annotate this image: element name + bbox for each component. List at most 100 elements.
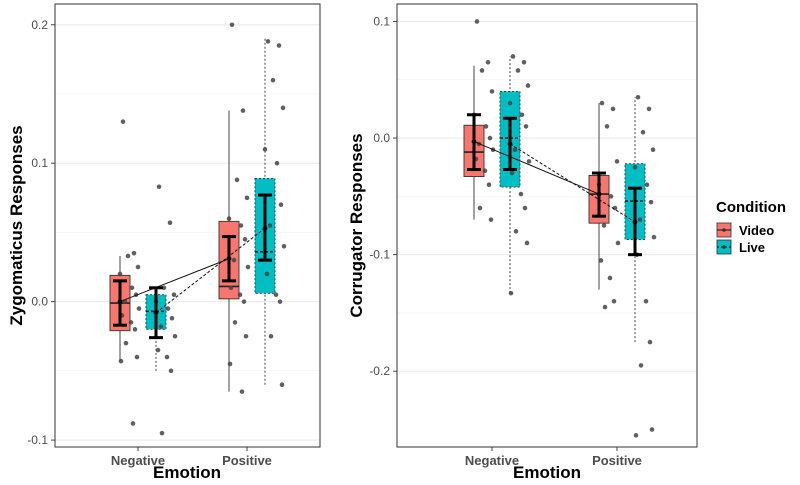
data-point [644, 182, 650, 187]
data-point [510, 54, 516, 59]
data-point [278, 202, 284, 208]
legend-label-live: Live [739, 240, 765, 255]
mean-line-video [119, 258, 230, 303]
data-point [607, 275, 613, 281]
y-tick-label: 0.1 [31, 156, 48, 170]
mean-point [632, 219, 638, 225]
data-point [479, 68, 485, 73]
mean-line-live [509, 143, 636, 223]
data-point [488, 217, 494, 222]
data-point [637, 217, 643, 222]
y-tick-label: 0.1 [373, 14, 390, 28]
data-point [168, 368, 174, 374]
mean-point [471, 139, 477, 144]
panel-border [396, 3, 698, 448]
data-point [241, 299, 247, 304]
data-point [128, 320, 134, 325]
data-point [164, 354, 170, 360]
data-point [274, 160, 280, 166]
data-point [643, 298, 649, 304]
data-point [648, 199, 654, 205]
y-tick-label: -0.1 [27, 433, 48, 447]
data-point [611, 298, 617, 304]
data-point [512, 147, 518, 153]
data-point [485, 59, 491, 65]
data-point [129, 285, 135, 291]
panel-background [55, 4, 320, 447]
data-point [640, 129, 646, 135]
data-point [273, 292, 279, 298]
data-point [229, 22, 235, 28]
data-point [651, 234, 657, 240]
data-point [608, 194, 614, 199]
data-point [518, 191, 524, 197]
data-point [231, 257, 237, 263]
mean-point [117, 299, 123, 305]
data-point [237, 292, 243, 298]
data-point [276, 43, 282, 48]
data-point [245, 264, 251, 270]
corrugator-panel: -0.2 -0.1 0.0 0.1 Negative Positive Emotion Cor… [347, 3, 698, 482]
mean-point [507, 141, 513, 147]
data-point [509, 170, 515, 176]
data-point [523, 124, 529, 129]
x-tick-label-positive: Positive [592, 453, 642, 468]
data-point [243, 333, 249, 339]
data-point [130, 421, 136, 426]
data-point [165, 306, 171, 311]
y-tick-label: 0.0 [373, 131, 390, 145]
data-point [118, 358, 124, 364]
y-axis-title: Corrugator Responses [347, 133, 366, 317]
data-point [647, 339, 653, 345]
legend: Condition Video Live [716, 199, 786, 255]
panel-background [397, 4, 697, 447]
data-point [646, 106, 652, 112]
data-point [632, 164, 638, 170]
data-point [226, 216, 232, 221]
data-point [650, 147, 656, 153]
data-point [635, 94, 641, 100]
data-point [526, 159, 532, 164]
mean-line-live [155, 227, 266, 314]
data-point [602, 304, 608, 310]
data-point [125, 253, 131, 259]
x-tick-label-positive: Positive [222, 453, 272, 468]
y-tick-label: -0.2 [369, 364, 390, 378]
legend-item-video: Video [716, 222, 774, 238]
legend-key-video-dot [722, 228, 726, 232]
data-point [525, 83, 531, 88]
data-point [281, 243, 287, 249]
data-point [135, 264, 141, 270]
data-point [172, 333, 178, 339]
mean-point [226, 256, 232, 262]
data-point [524, 240, 530, 246]
data-point [519, 112, 525, 118]
data-point [280, 105, 286, 111]
data-point [267, 223, 273, 228]
data-point [167, 220, 173, 226]
data-point [232, 320, 238, 325]
x-tick-label-negative: Negative [465, 453, 519, 468]
data-point [599, 100, 605, 106]
y-tick-label: 0.0 [31, 295, 48, 309]
data-point [131, 250, 137, 256]
data-point [156, 184, 162, 190]
data-point [515, 68, 521, 73]
data-point [120, 119, 126, 124]
data-point [171, 292, 177, 298]
data-point [238, 223, 244, 228]
data-point [474, 19, 480, 24]
data-point [265, 39, 271, 44]
y-tick-label: -0.1 [369, 248, 390, 262]
data-point [159, 430, 165, 436]
data-point [649, 427, 655, 432]
data-point [598, 258, 604, 263]
data-point [638, 363, 644, 368]
legend-label-video: Video [739, 223, 774, 238]
data-point [489, 89, 495, 94]
data-point [158, 324, 164, 329]
data-point [508, 290, 514, 296]
data-point [483, 124, 489, 129]
data-point [123, 340, 129, 346]
